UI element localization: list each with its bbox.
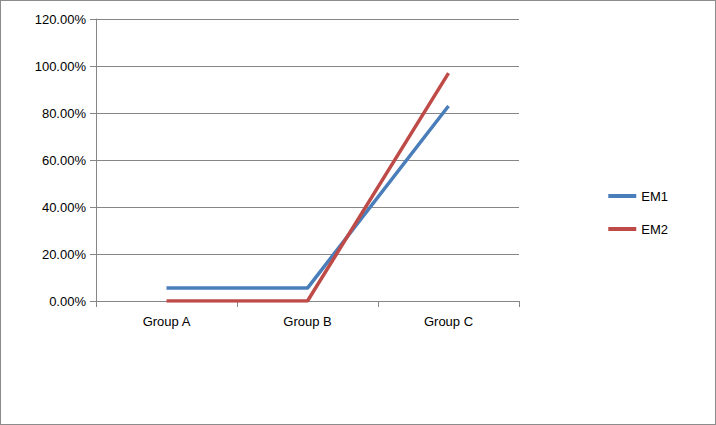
svg-text:EM1: EM1 xyxy=(641,189,668,204)
svg-text:120.00%: 120.00% xyxy=(35,12,87,27)
svg-text:20.00%: 20.00% xyxy=(42,247,87,262)
svg-text:EM2: EM2 xyxy=(641,222,668,237)
svg-text:80.00%: 80.00% xyxy=(42,106,87,121)
svg-text:60.00%: 60.00% xyxy=(42,153,87,168)
svg-text:0.00%: 0.00% xyxy=(49,294,86,309)
svg-text:Group B: Group B xyxy=(283,314,331,329)
svg-text:Group C: Group C xyxy=(424,314,473,329)
svg-text:40.00%: 40.00% xyxy=(42,200,87,215)
svg-text:Group A: Group A xyxy=(143,314,191,329)
svg-text:100.00%: 100.00% xyxy=(35,59,87,74)
